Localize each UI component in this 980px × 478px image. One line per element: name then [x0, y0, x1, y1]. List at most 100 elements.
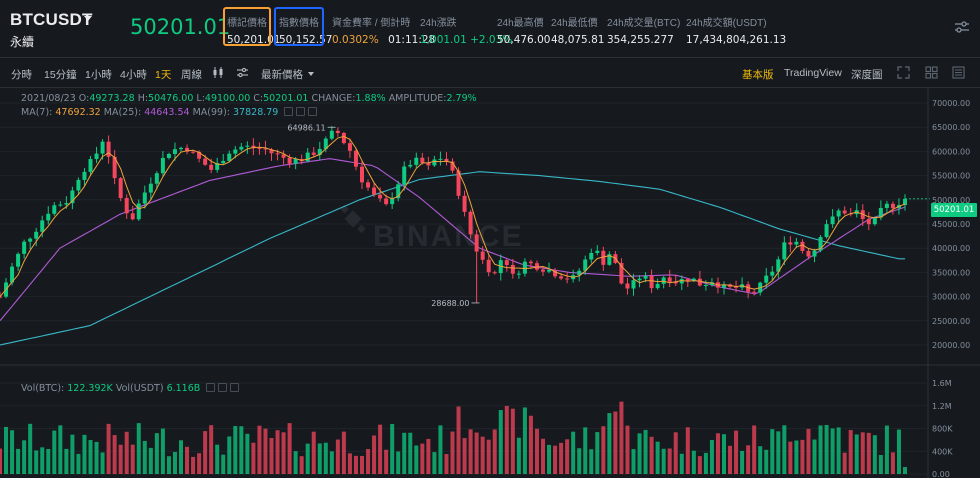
view-tradingview[interactable]: TradingView [784, 67, 842, 79]
symbol-dropdown-icon[interactable] [84, 16, 92, 21]
candle-body [734, 286, 739, 288]
volume-tick-label: 800K [932, 425, 953, 434]
candle-body [287, 157, 292, 164]
candle-body [788, 242, 793, 245]
volume-bar [492, 429, 497, 474]
ma25-value: 44643.54 [144, 107, 190, 118]
candle-body [631, 280, 636, 289]
volume-bar [619, 401, 624, 474]
24h-low-stat: 24h最低價 48,075.81 [551, 14, 604, 46]
fullscreen-icon[interactable] [897, 66, 910, 79]
vol-settings-icon[interactable] [218, 383, 228, 392]
volume-bar [40, 447, 45, 474]
ma99-line [0, 171, 905, 346]
vol-hide-icon[interactable] [206, 383, 216, 392]
24h-volume-btc-stat: 24h成交量(BTC) 354,255.277 [607, 14, 680, 46]
candle-body [534, 263, 539, 270]
price-tick-label: 45000.00 [932, 220, 970, 229]
interval-time[interactable]: 分時 [11, 69, 32, 81]
volume-bar [0, 448, 2, 474]
symbol-name[interactable]: BTCUSDT [10, 10, 93, 29]
volume-axis: 1.6M 1.2M 800K 400K 0.00 [932, 379, 953, 478]
interval-1h[interactable]: 1小時 [85, 69, 112, 81]
ma-hide-icon[interactable] [284, 107, 294, 116]
volume-bar [402, 432, 407, 474]
volume-bar [884, 425, 889, 474]
view-basic[interactable]: 基本版 [742, 69, 774, 81]
candle-body [293, 159, 298, 164]
volume-bar [866, 432, 871, 474]
view-depth[interactable]: 深度圖 [851, 69, 883, 81]
volume-info: Vol(BTC): 122.392K Vol(USDT) 6.116B [21, 383, 240, 394]
candle-body [251, 145, 256, 149]
volume-bar [722, 434, 726, 474]
volume-bar [541, 438, 545, 474]
volume-bar [317, 443, 322, 474]
volume-bar [16, 448, 21, 474]
layout-grid-icon[interactable] [925, 66, 938, 79]
candle-body [269, 149, 274, 154]
volume-bar [191, 456, 196, 474]
volume-bar [130, 444, 135, 474]
ma-settings-icon[interactable] [296, 107, 306, 116]
candle-body [360, 166, 364, 183]
volume-bar [818, 425, 823, 474]
candle-body [516, 273, 521, 275]
candle-body [679, 279, 684, 284]
candle-body [818, 237, 823, 251]
interval-4h[interactable]: 4小時 [120, 69, 147, 81]
candlestick-chart[interactable]: BINANCE 70000.00 65000.00 60000.00 55000.00… [0, 88, 980, 478]
vol-close-icon[interactable] [230, 383, 240, 392]
chart-menu-icon[interactable] [952, 66, 965, 79]
binance-watermark: BINANCE [340, 204, 524, 253]
volume-bar [420, 443, 425, 474]
price-type-select[interactable]: 最新價格 [261, 67, 314, 82]
candle-body [378, 194, 383, 199]
volume-bar [643, 429, 648, 474]
ma7-line [0, 135, 906, 298]
volume-bar [595, 432, 600, 474]
chart-type-icon[interactable] [212, 66, 225, 79]
ma7-value: 47692.32 [55, 107, 101, 118]
volume-bar [764, 449, 769, 474]
candle-body [830, 216, 835, 225]
candle-body [776, 259, 781, 272]
ohlc-date: 2021/08/23 [21, 93, 76, 104]
volume-bar [903, 467, 907, 474]
volume-bar [203, 431, 208, 474]
candle-body [402, 166, 407, 185]
volume-bar [275, 430, 280, 474]
volume-bar [607, 413, 612, 474]
volume-bar [890, 452, 895, 474]
volume-bar [263, 428, 268, 474]
ma-close-icon[interactable] [308, 107, 318, 116]
interval-1d[interactable]: 1天 [155, 69, 172, 81]
volume-bar [854, 434, 859, 474]
24h-volume-btc-label: 24h成交量(BTC) [607, 18, 681, 29]
24h-high-label: 24h最高價 [497, 18, 544, 29]
candle-body [824, 224, 829, 238]
candle-body [872, 217, 877, 225]
high-label: H: [137, 93, 149, 104]
indicator-settings-icon[interactable] [236, 66, 249, 79]
volume-bar [281, 432, 286, 474]
candle-body [486, 259, 491, 273]
interval-1w[interactable]: 周線 [181, 69, 202, 81]
candle-body [462, 195, 467, 212]
index-price-stat: 指數價格 50,152.57 [279, 14, 332, 46]
candle-body [58, 204, 63, 206]
volume-bar [444, 453, 449, 474]
index-price-highlight [274, 7, 324, 46]
24h-change-value: 1,001.01 +2.03% [420, 34, 513, 46]
binance-watermark-text: BINANCE [373, 220, 524, 253]
close-label: C: [253, 93, 264, 104]
candle-body [215, 163, 220, 170]
candle-body [100, 141, 105, 154]
settings-sliders-icon[interactable] [954, 19, 970, 35]
24h-low-value: 48,075.81 [551, 34, 605, 46]
candle-body [764, 275, 769, 283]
volume-bar [824, 424, 829, 474]
volume-bar [565, 439, 570, 474]
candle-body [510, 264, 515, 274]
interval-15m[interactable]: 15分鐘 [44, 69, 77, 81]
